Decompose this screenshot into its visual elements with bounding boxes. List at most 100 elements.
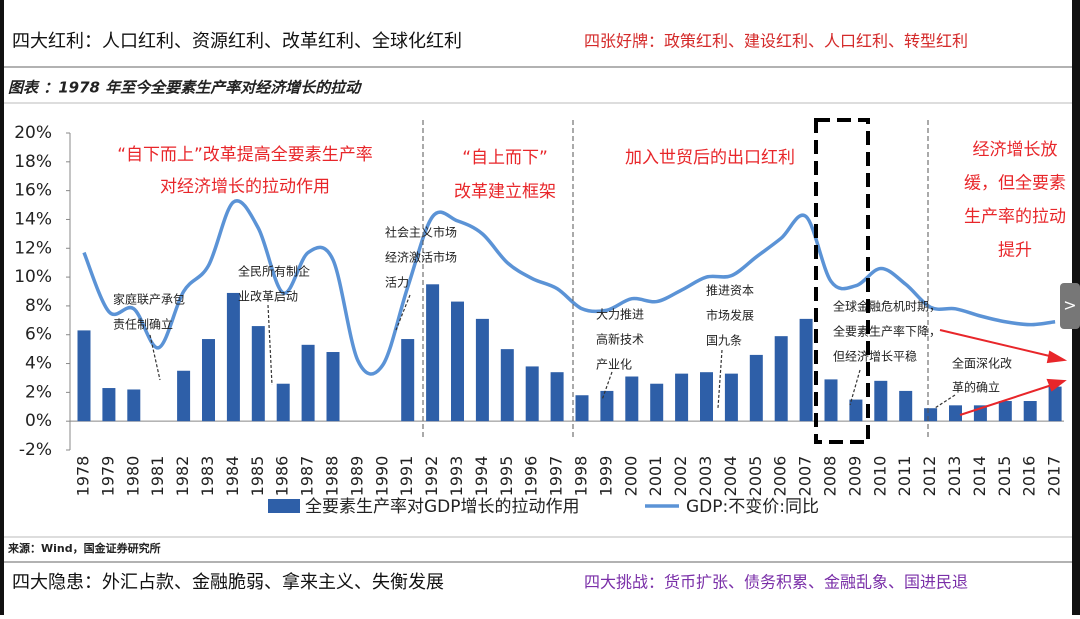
bar bbox=[1023, 401, 1037, 422]
x-tick-label: 2017 bbox=[1045, 456, 1064, 497]
bar bbox=[849, 399, 863, 422]
bar bbox=[924, 408, 938, 422]
line bbox=[82, 199, 1056, 376]
x-tick-label: 1979 bbox=[98, 456, 117, 497]
bar bbox=[426, 284, 440, 422]
x-tick-label: 2014 bbox=[970, 456, 989, 497]
x-tick-label: 1992 bbox=[422, 456, 441, 497]
x-tick-label: 1981 bbox=[148, 456, 167, 497]
annotation-note: 社会主义市场 bbox=[385, 225, 457, 240]
bar bbox=[77, 330, 91, 422]
x-tick-label: 1988 bbox=[323, 456, 342, 497]
bar bbox=[451, 301, 464, 422]
x-tick-label: 1991 bbox=[397, 456, 416, 497]
x-tick-label: 2004 bbox=[721, 456, 740, 497]
y-tick-label: 0% bbox=[25, 411, 52, 431]
source: 来源：Wind，国金证券研究所 bbox=[7, 541, 161, 555]
bar bbox=[625, 376, 639, 422]
bar bbox=[675, 373, 689, 422]
x-tick-label: 2012 bbox=[920, 456, 939, 497]
x-tick-label: 2011 bbox=[895, 456, 914, 497]
x-tick-label: 1978 bbox=[74, 456, 93, 497]
x-tick-label: 1993 bbox=[447, 456, 466, 497]
bar bbox=[949, 405, 962, 422]
bar bbox=[824, 379, 838, 422]
annotation-note: 责任制确立 bbox=[113, 317, 173, 332]
y-tick-label: 8% bbox=[25, 296, 52, 316]
x-tick-label: 1997 bbox=[547, 456, 566, 497]
y-tick-label: 2% bbox=[25, 382, 52, 402]
x-tick-label: 1985 bbox=[248, 456, 267, 497]
bar bbox=[600, 390, 614, 422]
legend-label: GDP:不变价:同比 bbox=[686, 497, 819, 517]
x-tick-label: 2009 bbox=[845, 456, 864, 497]
annotation-note: 但经济增长平稳 bbox=[833, 349, 917, 364]
annotation-note: 业改革启动 bbox=[238, 290, 298, 304]
y-tick-label: 6% bbox=[25, 325, 52, 345]
arrows bbox=[149, 294, 956, 409]
bar bbox=[874, 380, 888, 422]
x-tick-label: 1980 bbox=[123, 456, 142, 497]
legend-swatch bbox=[268, 499, 300, 513]
annotation-note: 高新技术 bbox=[596, 332, 644, 347]
x-tick-label: 2000 bbox=[621, 456, 640, 497]
annotation-note: 国九条 bbox=[706, 334, 742, 348]
x-tick-label: 1986 bbox=[273, 456, 292, 497]
x-tick-label: 1994 bbox=[472, 456, 491, 497]
x-tick-label: 1989 bbox=[347, 456, 366, 497]
highlight-box bbox=[814, 118, 870, 444]
y-tick-label: 18% bbox=[14, 152, 52, 172]
y-tick-label: 16% bbox=[14, 181, 52, 201]
annotation-heading: 对经济增长的拉动作用 bbox=[160, 177, 330, 197]
y-tick-label: 4% bbox=[25, 354, 52, 374]
bar bbox=[301, 344, 315, 422]
y-tick-label: 20% bbox=[14, 123, 52, 143]
scroll-tab[interactable] bbox=[1060, 283, 1080, 329]
x-tick-label: 2016 bbox=[1020, 456, 1039, 497]
bar bbox=[799, 318, 813, 422]
bar bbox=[650, 383, 664, 422]
tab-arrow[interactable]: > bbox=[1063, 296, 1076, 315]
x-tick-label: 1996 bbox=[522, 456, 541, 497]
bar bbox=[525, 366, 539, 422]
bar bbox=[998, 401, 1012, 422]
annotation-note: 家庭联产承包 bbox=[113, 292, 185, 307]
x-tick-label: 2003 bbox=[696, 456, 715, 497]
chart-caption: 图表 ：1978 年至今全要素生产率对经济增长的拉动 bbox=[8, 79, 362, 97]
annotation-heading: “自下而上”改革提高全要素生产率 bbox=[117, 145, 373, 165]
x-tick-label: 1990 bbox=[372, 456, 391, 497]
bar bbox=[226, 292, 240, 422]
annotation-heading: “自上而下” bbox=[462, 148, 548, 168]
annotation-heading: 缓，但全要素 bbox=[964, 174, 1066, 194]
annotation-note: 经济激活市场 bbox=[385, 250, 457, 265]
x-tick-label: 1995 bbox=[497, 456, 516, 497]
trend-arrows bbox=[939, 329, 1068, 416]
annotation-note: 推进资本 bbox=[706, 284, 754, 298]
x-tick-label: 1984 bbox=[223, 456, 242, 497]
bar bbox=[475, 318, 489, 422]
x-tick-label: 2006 bbox=[771, 456, 790, 497]
x-tick-label: 2015 bbox=[995, 456, 1014, 497]
annotation-heading: 提升 bbox=[998, 241, 1032, 261]
bar bbox=[500, 349, 514, 422]
bar bbox=[102, 388, 116, 422]
header-right: 四张好牌：政策红利、建设红利、人口红利、转型红利 bbox=[584, 32, 968, 51]
x-tick-label: 2005 bbox=[746, 456, 765, 497]
bar bbox=[899, 390, 913, 422]
x-tick-label: 1983 bbox=[198, 456, 217, 497]
x-tick-label: 1998 bbox=[572, 456, 591, 497]
footer-left: 四大隐患：外汇占款、金融脆弱、拿来主义、失衡发展 bbox=[12, 571, 444, 593]
annotation-note: 全民所有制企 bbox=[238, 264, 310, 279]
y-tick-label: -2% bbox=[19, 440, 52, 460]
bar bbox=[774, 336, 788, 422]
bar bbox=[401, 339, 415, 422]
bar bbox=[202, 339, 215, 422]
legend-label: 全要素生产率对GDP增长的拉动作用 bbox=[305, 497, 580, 517]
annotation-heading: 经济增长放 bbox=[973, 140, 1058, 160]
x-tick-label: 1982 bbox=[173, 456, 192, 497]
x-tick-label: 2007 bbox=[796, 456, 815, 497]
bar bbox=[127, 389, 141, 422]
annotation-note: 活力 bbox=[385, 276, 409, 290]
plot: -2% 0% 2% 4% 6% 8% 10% 12% 14% 16% 18% 20% 1978 1979 1… bbox=[14, 123, 1066, 517]
x-tick-label: 2002 bbox=[671, 456, 690, 497]
